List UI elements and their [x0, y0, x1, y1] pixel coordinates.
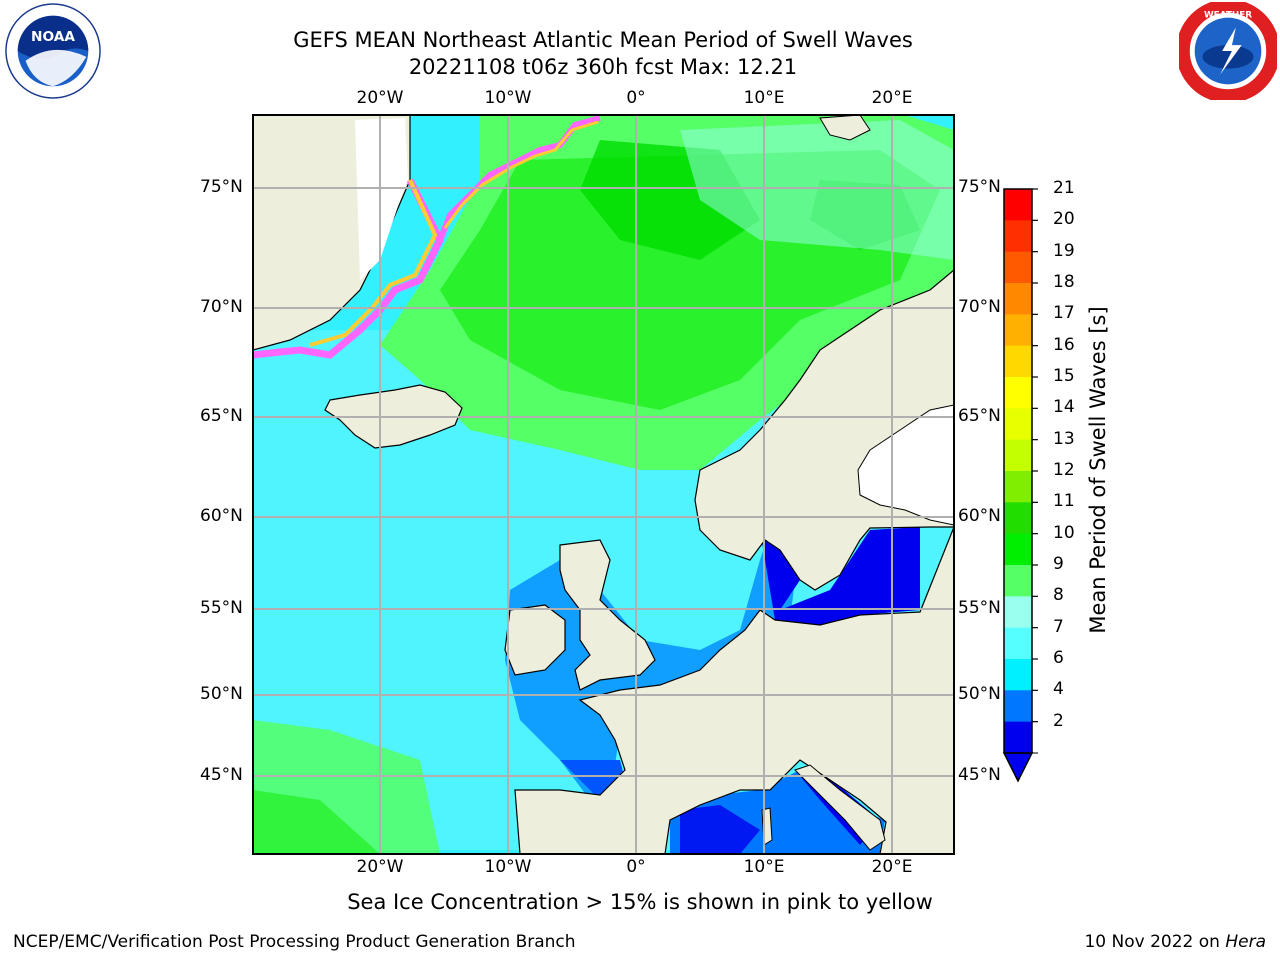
colorbar-swatch	[1004, 377, 1032, 409]
lat-label-left: 65°N	[200, 406, 243, 426]
lon-label-bottom: 10°W	[484, 857, 532, 877]
footer-date-text: 10 Nov 2022 on	[1084, 932, 1226, 952]
lat-label-right: 70°N	[958, 297, 1001, 317]
colorbar	[1002, 188, 1038, 783]
lat-label-left: 50°N	[200, 684, 243, 704]
lat-label-left: 75°N	[200, 177, 243, 197]
colorbar-swatch	[1004, 721, 1032, 754]
colorbar-tick-label: 2	[1053, 710, 1064, 731]
lat-label-right: 50°N	[958, 684, 1001, 704]
colorbar-swatch	[1004, 596, 1032, 629]
lat-label-left: 55°N	[200, 598, 243, 618]
colorbar-tick-label: 7	[1053, 616, 1064, 637]
colorbar-tick-label: 21	[1053, 178, 1075, 198]
colorbar-tick-label: 17	[1053, 303, 1075, 324]
colorbar-tick-label: 4	[1053, 679, 1064, 700]
sea-ice-caption: Sea Ice Concentration > 15% is shown in …	[0, 890, 1280, 914]
caption-text: Sea Ice Concentration > 15% is shown in …	[347, 890, 933, 914]
colorbar-tick-label: 15	[1053, 366, 1075, 386]
colorbar-swatch	[1004, 565, 1032, 597]
lon-label-bottom: 10°E	[743, 857, 785, 877]
colorbar-tick-label: 18	[1053, 272, 1075, 292]
colorbar-extension	[1002, 752, 1034, 783]
colorbar-swatch	[1004, 345, 1032, 378]
colorbar-tick-label: 11	[1053, 491, 1075, 512]
colorbar-tick-label: 9	[1053, 554, 1064, 574]
lat-label-right: 65°N	[958, 406, 1001, 426]
colorbar-tick-label: 6	[1053, 648, 1064, 668]
lat-label-right: 60°N	[958, 506, 1001, 526]
colorbar-swatch	[1004, 251, 1032, 284]
footer-credit: NCEP/EMC/Verification Post Processing Pr…	[13, 932, 576, 952]
lon-label-bottom: 20°E	[871, 857, 913, 877]
lon-label-bottom: 0°	[626, 857, 646, 877]
lon-label-top: 20°W	[356, 88, 404, 108]
footer-host: Hera	[1225, 932, 1266, 952]
colorbar-swatch	[1004, 189, 1032, 221]
lat-label-left: 60°N	[200, 506, 243, 526]
svg-text:NOAA: NOAA	[31, 29, 75, 45]
colorbar-tick-label: 16	[1053, 334, 1075, 355]
colorbar-swatch	[1004, 439, 1032, 472]
lat-label-right: 55°N	[958, 598, 1001, 618]
lon-label-top: 20°E	[871, 88, 913, 108]
colorbar-swatch	[1004, 533, 1032, 566]
lon-label-top: 0°	[626, 88, 646, 108]
colorbar-tick-label: 8	[1053, 585, 1064, 606]
colorbar-swatch	[1004, 627, 1032, 660]
colorbar-tick-label: 19	[1053, 240, 1075, 261]
map-frame	[252, 114, 955, 855]
noaa-logo: NOAA	[5, 3, 101, 99]
lon-label-top: 10°W	[484, 88, 532, 108]
svg-text:WEATHER: WEATHER	[1204, 11, 1252, 21]
lat-label-right: 75°N	[958, 177, 1001, 197]
colorbar-swatch	[1004, 690, 1032, 723]
colorbar-swatch	[1004, 314, 1032, 347]
lat-label-right: 45°N	[958, 765, 1001, 785]
map-field	[253, 115, 954, 854]
colorbar-swatch	[1004, 408, 1032, 441]
colorbar-swatch	[1004, 471, 1032, 503]
lat-label-left: 45°N	[200, 765, 243, 785]
colorbar-swatch	[1004, 659, 1032, 691]
colorbar-tick-label: 20	[1053, 209, 1075, 230]
colorbar-label: Mean Period of Swell Waves [s]	[1086, 306, 1110, 634]
nws-logo: WEATHER	[1179, 2, 1277, 100]
map-title: GEFS MEAN Northeast Atlantic Mean Period…	[293, 28, 913, 52]
colorbar-swatch	[1004, 220, 1032, 253]
lat-label-left: 70°N	[200, 297, 243, 317]
graticule	[253, 115, 954, 854]
lon-label-top: 10°E	[743, 88, 785, 108]
colorbar-tick-label: 12	[1053, 460, 1075, 480]
footer-date: 10 Nov 2022 on Hera	[1084, 932, 1266, 952]
colorbar-tick-label: 13	[1053, 428, 1075, 449]
lon-label-bottom: 20°W	[356, 857, 404, 877]
map-subtitle: 20221108 t06z 360h fcst Max: 12.21	[408, 55, 798, 79]
colorbar-swatch	[1004, 502, 1032, 535]
colorbar-tick-label: 10	[1053, 522, 1075, 543]
colorbar-swatch	[1004, 283, 1032, 315]
colorbar-tick-label: 14	[1053, 397, 1075, 418]
